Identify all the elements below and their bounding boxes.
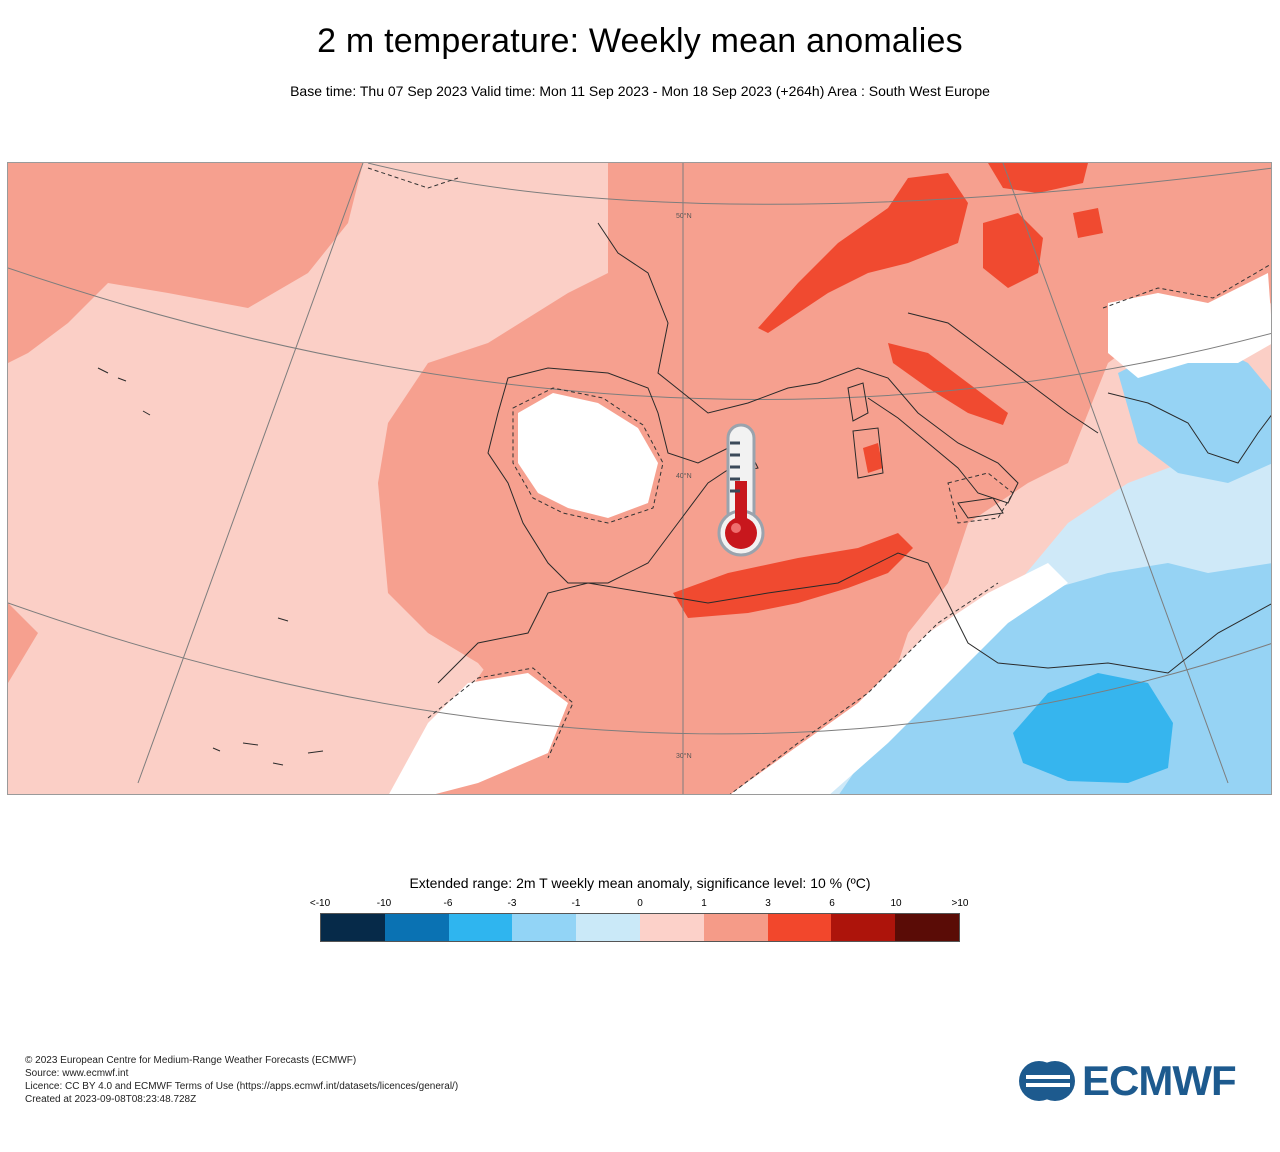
sw-corner-warm-patch — [8, 603, 38, 683]
legend-tick: 1 — [701, 898, 707, 909]
balearic-sea-hot-patch — [673, 533, 913, 618]
coastlines — [437, 222, 1271, 684]
legend-swatch — [448, 914, 513, 941]
page-subtitle: Base time: Thu 07 Sep 2023 Valid time: M… — [290, 83, 990, 99]
meridian-right — [1002, 163, 1229, 784]
adriatic-coast — [907, 312, 1099, 434]
legend-colorbar — [320, 913, 960, 942]
legend-tick: 10 — [890, 898, 902, 909]
footer-credits: © 2023 European Centre for Medium-Range … — [25, 1054, 458, 1106]
iberia-white-area — [518, 393, 658, 518]
ecmwf-logo-mark — [1019, 1061, 1075, 1101]
legend-tick: >10 — [951, 898, 969, 909]
italy-coast — [817, 367, 1019, 504]
thermometer-icon — [717, 423, 765, 557]
sardinia-coast — [852, 427, 884, 479]
contour-med — [729, 582, 999, 794]
graticule-label-50n: 50°N — [676, 212, 692, 220]
contour-north-africa — [427, 667, 574, 759]
algeria-tunisia-white-area — [730, 563, 1068, 794]
parallel-40n — [8, 267, 1271, 400]
legend-swatch — [831, 914, 896, 941]
italy-hot-patch — [888, 343, 1008, 425]
contour-balkans — [1102, 263, 1271, 309]
footer-licence: Licence: CC BY 4.0 and ECMWF Terms of Us… — [25, 1081, 459, 1092]
azores-islands — [97, 367, 151, 416]
parallel-50n — [367, 163, 1271, 205]
madeira-islands — [277, 617, 289, 622]
legend-swatch — [767, 914, 832, 941]
legend-swatch — [512, 914, 577, 941]
contour-iberia — [512, 387, 664, 524]
atlantic-warm-patch — [8, 163, 363, 363]
contour-sicily — [947, 472, 1014, 524]
legend-tick: -6 — [443, 898, 453, 909]
legend-tick: 6 — [829, 898, 835, 909]
legend-tick: 0 — [637, 898, 643, 909]
legend-tick: -3 — [507, 898, 517, 909]
legend-swatch — [384, 914, 449, 941]
legend-tick: 3 — [765, 898, 771, 909]
legend-swatch — [639, 914, 704, 941]
sardinia-hot-patch — [863, 443, 883, 473]
balkans-white-area — [1108, 273, 1271, 378]
footer-created: Created at 2023-09-08T08:23:48.728Z — [25, 1094, 197, 1105]
footer-copyright: © 2023 European Centre for Medium-Range … — [25, 1055, 357, 1066]
legend-title: Extended range: 2m T weekly mean anomaly… — [409, 875, 871, 891]
legend-swatch — [321, 914, 385, 941]
page-title: 2 m temperature: Weekly mean anomalies — [317, 22, 963, 60]
legend-ticks: <-10 -10 -6 -3 -1 0 1 3 6 10 >10 — [310, 898, 969, 910]
parallel-30n — [8, 602, 1271, 735]
poland-hot-patch — [1073, 208, 1103, 238]
aegean-cold-patch — [1118, 343, 1271, 483]
graticule-label-30n: 30°N — [676, 752, 692, 760]
morocco-white-area — [389, 673, 568, 794]
legend-tick: <-10 — [309, 898, 331, 909]
significance-contours — [367, 167, 1271, 794]
anomaly-map: 50°N 40°N 30°N — [7, 162, 1272, 795]
sicily-coast — [957, 497, 1004, 519]
greece-coast — [1107, 392, 1271, 464]
canary-islands — [212, 742, 324, 766]
libya-cold-core — [1013, 673, 1173, 783]
ecmwf-logo-text: ECMWF — [1082, 1057, 1237, 1104]
north-africa-coast — [437, 552, 1271, 684]
atlantic-islands — [97, 367, 324, 766]
legend-tick: -10 — [376, 898, 392, 909]
legend-swatch — [703, 914, 768, 941]
graticule-label-40n: 40°N — [676, 472, 692, 480]
france-coast — [597, 222, 819, 414]
corsica-coast — [847, 382, 869, 422]
graticule-lines — [8, 163, 1271, 794]
legend-tick: -1 — [571, 898, 581, 909]
germany-hot-patch — [988, 163, 1088, 193]
map-canvas: 50°N 40°N 30°N — [8, 163, 1271, 794]
ecmwf-logo: ECMWF — [1018, 1058, 1258, 1104]
iberia-coast — [487, 367, 739, 584]
footer-source: Source: www.ecmwf.int — [25, 1068, 129, 1079]
meridian-left — [137, 163, 364, 784]
legend-swatch — [576, 914, 640, 941]
contour-alps — [367, 167, 459, 189]
legend-swatch — [895, 914, 959, 941]
alps-hot-patch — [758, 173, 968, 333]
